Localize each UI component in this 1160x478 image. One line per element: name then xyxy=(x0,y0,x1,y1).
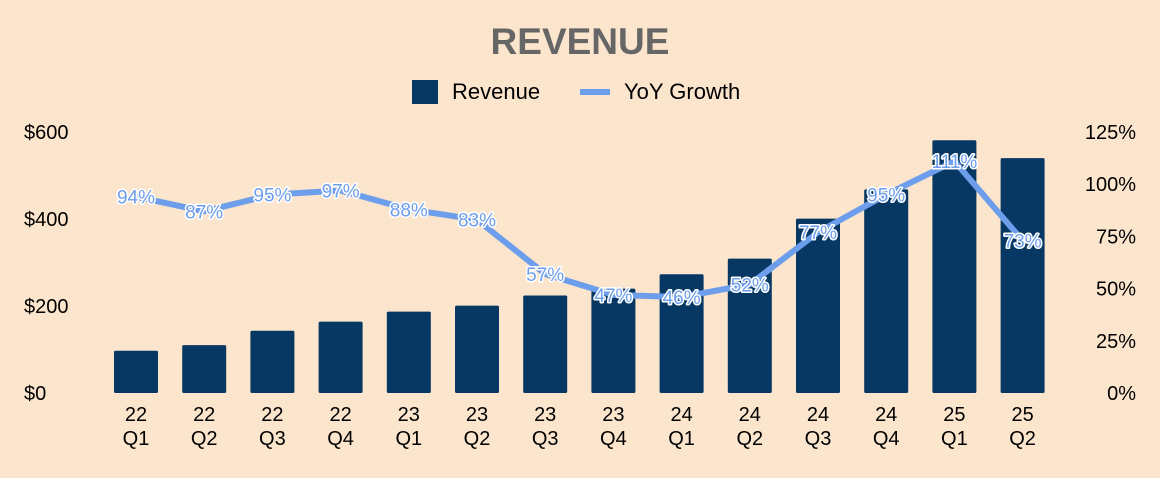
revenue-bar xyxy=(250,330,295,393)
yoy-growth-polyline xyxy=(133,158,1026,300)
yoy-growth-data-label: 46% xyxy=(663,288,701,309)
legend-label-yoy-growth: YoY Growth xyxy=(624,79,740,104)
revenue-bar xyxy=(932,140,977,393)
revenue-bar xyxy=(591,288,636,393)
right-tick-label: 25% xyxy=(1096,331,1136,353)
revenue-bar xyxy=(386,311,431,393)
revenue-bar xyxy=(455,305,499,393)
yoy-growth-data-label: 95% xyxy=(253,186,291,207)
category-quarter-label: Q4 xyxy=(600,428,627,450)
category-year-label: 23 xyxy=(534,404,556,426)
right-tick-label: 0% xyxy=(1107,383,1136,405)
category-year-label: 25 xyxy=(943,404,965,426)
category-year-label: 22 xyxy=(261,404,283,426)
category-quarter-label: Q1 xyxy=(941,428,968,450)
yoy-growth-data-label: 83% xyxy=(458,211,496,232)
revenue-bar xyxy=(114,350,158,393)
yoy-growth-data-label: 88% xyxy=(390,200,428,221)
revenue-bar xyxy=(727,258,772,393)
revenue-bar xyxy=(659,274,704,393)
category-quarter-label: Q1 xyxy=(395,428,422,450)
category-quarter-label: Q1 xyxy=(123,428,150,450)
right-tick-label: 50% xyxy=(1096,279,1136,301)
legend-label-revenue: Revenue xyxy=(452,79,540,104)
yoy-growth-data-label: 95% xyxy=(867,186,905,207)
right-tick-label: 100% xyxy=(1085,174,1136,196)
category-quarter-label: Q3 xyxy=(259,428,286,450)
revenue-bar xyxy=(182,345,227,393)
category-quarter-label: Q4 xyxy=(327,428,354,450)
category-year-label: 23 xyxy=(466,404,488,426)
legend-swatch-revenue xyxy=(412,80,438,104)
yoy-growth-data-label: 94% xyxy=(117,188,155,209)
revenue-bar xyxy=(1000,158,1045,393)
left-axis: $0 $200 $400 $600 xyxy=(24,122,69,405)
category-year-label: 22 xyxy=(193,404,215,426)
right-tick-label: 125% xyxy=(1085,122,1136,144)
category-quarter-label: Q3 xyxy=(805,428,832,450)
category-quarter-label: Q4 xyxy=(873,428,900,450)
category-year-label: 24 xyxy=(670,404,692,426)
left-tick-label: $600 xyxy=(24,122,69,144)
category-year-label: 22 xyxy=(125,404,147,426)
yoy-growth-data-label: 77% xyxy=(799,223,837,244)
category-quarter-label: Q2 xyxy=(736,428,763,450)
yoy-growth-data-label: 52% xyxy=(731,275,769,296)
revenue-bars xyxy=(114,140,1045,393)
yoy-growth-data-label: 97% xyxy=(322,181,360,202)
left-tick-label: $0 xyxy=(24,383,46,405)
category-quarter-label: Q2 xyxy=(1009,428,1036,450)
yoy-growth-data-label: 111% xyxy=(932,152,978,173)
category-year-label: 25 xyxy=(1011,404,1033,426)
revenue-bar xyxy=(796,218,840,393)
right-tick-label: 75% xyxy=(1096,226,1136,248)
yoy-growth-labels: 94% 87% 95% 97% 88% 83% 57% 47% 46% 52% 77% 95% 111%… xyxy=(115,151,1043,311)
category-year-label: 24 xyxy=(875,404,897,426)
yoy-growth-data-label: 87% xyxy=(185,202,223,223)
left-tick-label: $200 xyxy=(24,296,69,318)
category-quarter-label: Q1 xyxy=(668,428,695,450)
revenue-bar xyxy=(318,321,363,393)
category-quarter-label: Q2 xyxy=(464,428,491,450)
category-year-label: 24 xyxy=(739,404,761,426)
revenue-bar xyxy=(864,189,909,393)
category-year-label: 23 xyxy=(602,404,624,426)
revenue-bar xyxy=(523,295,568,393)
yoy-growth-line xyxy=(133,158,1026,300)
category-year-label: 22 xyxy=(329,404,351,426)
category-year-label: 23 xyxy=(398,404,420,426)
right-axis: 0% 25% 50% 75% 100% 125% xyxy=(1085,122,1136,405)
category-axis: 22Q122Q222Q322Q423Q123Q223Q323Q424Q124Q2… xyxy=(123,404,1036,450)
yoy-growth-data-label: 57% xyxy=(526,265,564,286)
chart-title: REVENUE xyxy=(491,21,670,62)
category-quarter-label: Q2 xyxy=(191,428,218,450)
left-tick-label: $400 xyxy=(24,209,69,231)
yoy-growth-data-label: 73% xyxy=(1004,232,1042,253)
yoy-growth-data-label: 47% xyxy=(594,286,632,307)
category-quarter-label: Q3 xyxy=(532,428,559,450)
category-year-label: 24 xyxy=(807,404,829,426)
legend: Revenue YoY Growth xyxy=(412,79,740,104)
